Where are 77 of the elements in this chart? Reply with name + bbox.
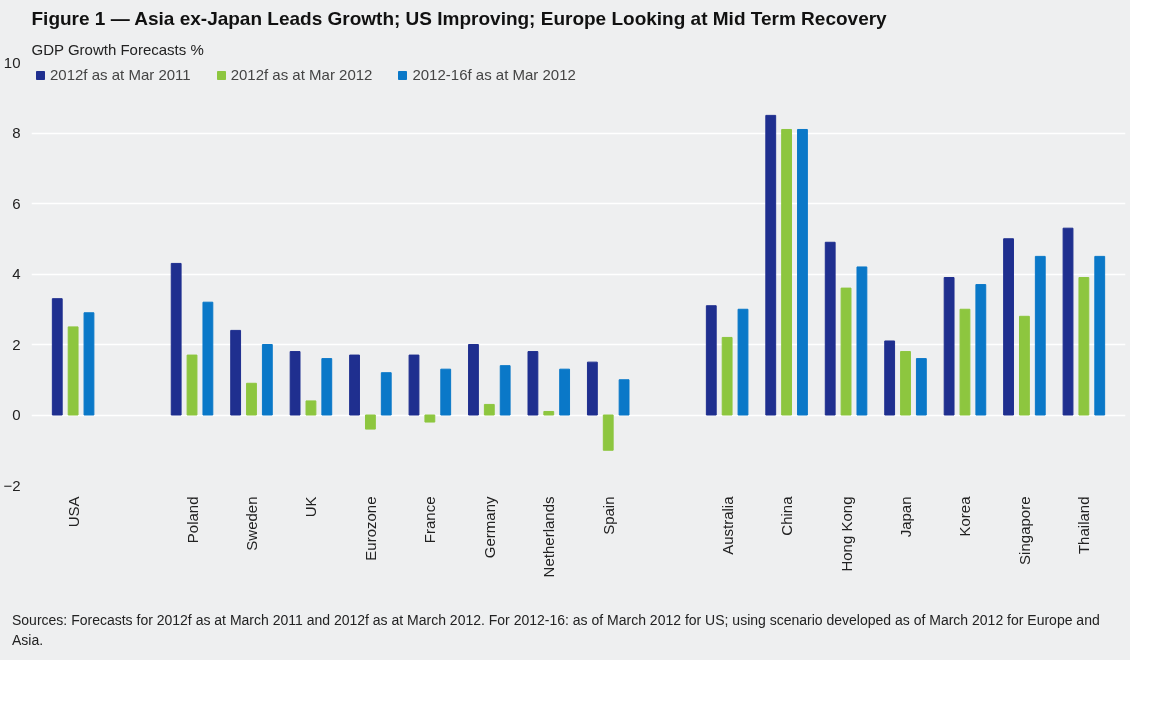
- bar: [1062, 227, 1074, 416]
- bar: [1078, 277, 1090, 416]
- x-tick-label: Japan: [897, 496, 915, 538]
- bar: [305, 400, 317, 416]
- x-tick-label: Thailand: [1075, 496, 1093, 555]
- bar: [781, 128, 793, 416]
- x-tick-label: China: [778, 495, 796, 536]
- bar: [230, 329, 242, 416]
- bar: [440, 368, 452, 416]
- y-tick-label: 4: [12, 265, 21, 282]
- bar: [884, 340, 896, 416]
- bar: [915, 358, 927, 416]
- bar: [1003, 238, 1014, 416]
- bar: [349, 354, 360, 416]
- x-tick-label: Korea: [956, 495, 974, 537]
- y-tick-label: 2: [12, 335, 21, 353]
- legend-label: 2012f as at Mar 2011: [50, 66, 191, 83]
- bar: [618, 379, 630, 416]
- y-tick-label: 10: [3, 53, 21, 71]
- bar: [1019, 315, 1030, 416]
- bar: [67, 326, 79, 416]
- bar: [721, 336, 733, 416]
- bar: [246, 382, 257, 416]
- bar: [1094, 255, 1106, 416]
- x-tick-label: Spain: [599, 496, 617, 535]
- bar: [424, 414, 436, 423]
- legend-label: 2012f as at Mar 2012: [230, 66, 373, 83]
- y-tick-label: −2: [3, 476, 21, 494]
- bar: [900, 351, 911, 416]
- bar: [705, 305, 717, 416]
- x-tick-label: Netherlands: [540, 496, 558, 578]
- bar: [170, 262, 182, 416]
- bar: [468, 344, 479, 416]
- bar: [797, 128, 808, 416]
- bar: [824, 241, 836, 416]
- x-tick-label: Australia: [718, 495, 736, 555]
- bar: [975, 284, 987, 416]
- bar: [586, 361, 598, 416]
- bar: [408, 354, 420, 416]
- source-note: Sources: Forecasts for 2012f as at March 2011 and 2012f as at March 2012. For 2012-16: as of March 2012 for US; using scenario developed as of March 2012 for Europe and Asia.: [12, 611, 1101, 650]
- chart-title: Figure 1 — Asia ex-Japan Leads Growth; US Improving; Europe Looking at Mid Term Recovery: [31, 7, 888, 29]
- bar: [943, 277, 955, 416]
- bar: [364, 414, 376, 430]
- bar: [840, 287, 852, 416]
- bar: [499, 365, 511, 416]
- bar: [559, 368, 571, 416]
- x-tick-label: Singapore: [1015, 496, 1033, 565]
- bar: [261, 344, 273, 416]
- bar: [51, 298, 63, 416]
- bar: [856, 266, 868, 416]
- y-tick-label: 8: [12, 124, 21, 141]
- x-tick-label: Germany: [480, 496, 498, 559]
- x-tick-label: USA: [64, 496, 82, 528]
- y-tick-label: 0: [12, 406, 21, 423]
- bar: [959, 308, 971, 416]
- y-axis-title: GDP Growth Forecasts %: [31, 40, 204, 58]
- bar: [543, 410, 555, 416]
- x-tick-label: Eurozone: [361, 496, 379, 561]
- x-tick-label: France: [421, 496, 439, 544]
- bar: [202, 301, 214, 416]
- bar: [289, 351, 301, 416]
- bar: [765, 114, 777, 416]
- y-tick-label: 6: [12, 194, 21, 212]
- bar: [527, 351, 539, 416]
- x-tick-label: Poland: [183, 496, 201, 544]
- bar: [602, 414, 614, 451]
- x-tick-label: UK: [302, 496, 320, 518]
- bar: [321, 358, 333, 416]
- x-tick-label: Hong Kong: [837, 496, 855, 572]
- bar: [483, 403, 495, 416]
- bar: [380, 372, 392, 416]
- bar: [1034, 255, 1046, 416]
- bar: [737, 308, 749, 416]
- legend-label: 2012-16f as at Mar 2012: [412, 66, 576, 83]
- x-tick-label: Sweden: [242, 496, 260, 551]
- bar: [83, 312, 95, 416]
- bar: [186, 354, 198, 416]
